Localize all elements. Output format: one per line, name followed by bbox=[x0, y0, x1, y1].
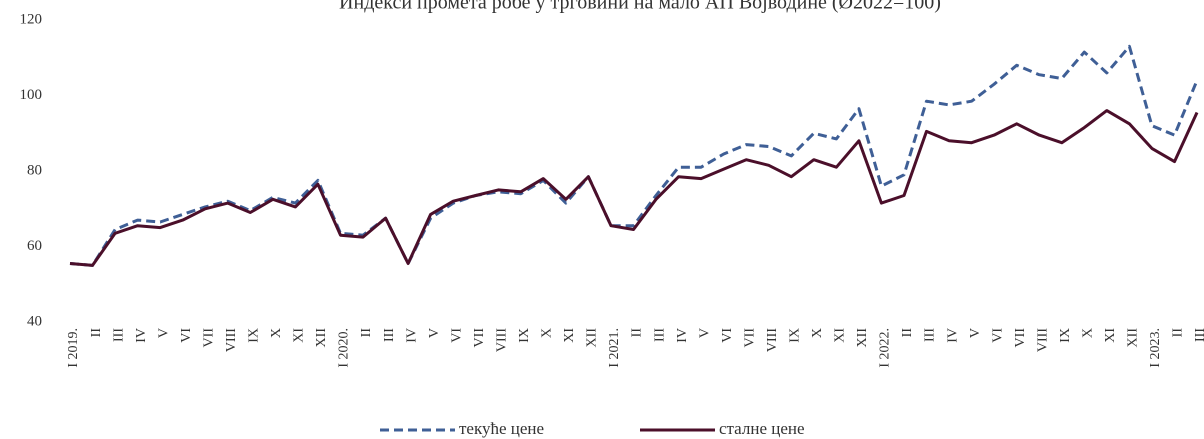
x-tick-label: IX bbox=[247, 328, 262, 343]
x-tick-label: VIII bbox=[1035, 328, 1050, 352]
x-tick-label: II bbox=[1171, 328, 1186, 338]
x-tick-label: II bbox=[89, 328, 104, 338]
line-series bbox=[69, 109, 1199, 267]
y-tick-label: 80 bbox=[27, 162, 42, 178]
x-tick-label: XII bbox=[1126, 328, 1141, 348]
x-tick-label: III bbox=[652, 328, 667, 342]
x-tick-label: VII bbox=[742, 328, 757, 348]
x-tick-label: VIII bbox=[494, 328, 509, 352]
y-tick-label: 120 bbox=[20, 11, 43, 27]
x-tick-label: VI bbox=[720, 328, 735, 343]
x-tick-label: II bbox=[900, 328, 915, 338]
x-tick-label: XII bbox=[585, 328, 600, 348]
x-tick-label: IV bbox=[945, 328, 960, 343]
x-tick-label: IV bbox=[134, 328, 149, 343]
y-tick-label: 40 bbox=[27, 313, 42, 329]
x-tick-label: VI bbox=[449, 328, 464, 343]
x-tick-label: V bbox=[968, 328, 983, 338]
x-tick-label: II bbox=[359, 328, 374, 338]
legend-label: текуће цене bbox=[459, 419, 544, 438]
x-tick-label: IX bbox=[787, 328, 802, 343]
x-tick-label: X bbox=[1081, 328, 1096, 338]
x-tick-label: XI bbox=[292, 328, 307, 343]
y-tick-label: 60 bbox=[27, 238, 42, 254]
x-tick-label: V bbox=[427, 328, 442, 338]
x-tick-label: III bbox=[923, 328, 938, 342]
x-tick-label: IX bbox=[1058, 328, 1073, 343]
x-tick-label: I 2019. bbox=[66, 328, 81, 368]
x-tick-label: V bbox=[697, 328, 712, 338]
x-tick-label: XI bbox=[1103, 328, 1118, 343]
x-tick-label: VII bbox=[1013, 328, 1028, 348]
x-tick-label: IV bbox=[404, 328, 419, 343]
chart-title: Индекси промета робе у трговини на мало … bbox=[339, 0, 941, 14]
x-tick-label: VI bbox=[179, 328, 194, 343]
x-tick-label: V bbox=[156, 328, 171, 338]
x-tick-label: III bbox=[1193, 328, 1204, 342]
x-tick-label: VII bbox=[472, 328, 487, 348]
x-tick-label: VI bbox=[990, 328, 1005, 343]
line-series bbox=[69, 44, 1199, 267]
x-tick-label: III bbox=[111, 328, 126, 342]
x-tick-label: XII bbox=[855, 328, 870, 348]
y-tick-label: 100 bbox=[20, 87, 43, 103]
x-tick-label: XI bbox=[562, 328, 577, 343]
x-tick-label: I 2020. bbox=[337, 328, 352, 368]
x-tick-label: VIII bbox=[224, 328, 239, 352]
x-tick-label: X bbox=[540, 328, 555, 338]
x-tick-label: X bbox=[810, 328, 825, 338]
x-tick-label: X bbox=[269, 328, 284, 338]
x-tick-label: I 2021. bbox=[607, 328, 622, 368]
x-tick-label: III bbox=[382, 328, 397, 342]
legend-label: сталне цене bbox=[719, 419, 805, 438]
x-tick-label: XII bbox=[314, 328, 329, 348]
x-tick-label: VII bbox=[201, 328, 216, 348]
x-tick-label: I 2023. bbox=[1148, 328, 1163, 368]
x-tick-label: II bbox=[630, 328, 645, 338]
x-tick-label: VIII bbox=[765, 328, 780, 352]
x-tick-label: I 2022. bbox=[878, 328, 893, 368]
x-tick-label: IX bbox=[517, 328, 532, 343]
x-tick-label: XI bbox=[833, 328, 848, 343]
x-tick-label: IV bbox=[675, 328, 690, 343]
